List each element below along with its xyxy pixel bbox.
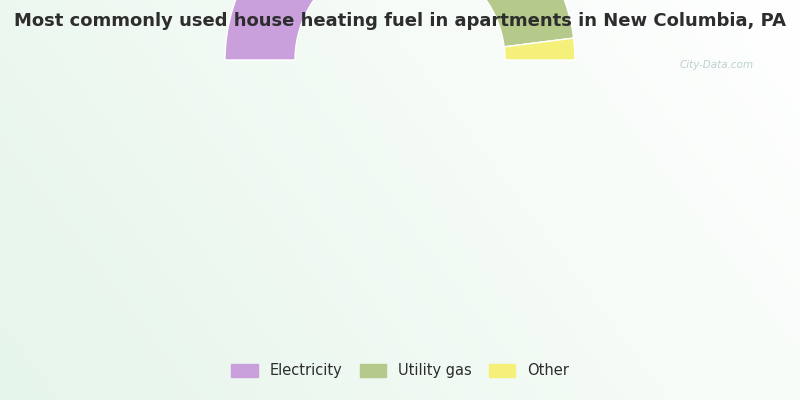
Wedge shape [225, 0, 530, 60]
Wedge shape [504, 38, 575, 60]
Text: City-Data.com: City-Data.com [680, 60, 754, 70]
Wedge shape [478, 0, 574, 47]
Legend: Electricity, Utility gas, Other: Electricity, Utility gas, Other [217, 348, 583, 393]
Text: Most commonly used house heating fuel in apartments in New Columbia, PA: Most commonly used house heating fuel in… [14, 12, 786, 30]
